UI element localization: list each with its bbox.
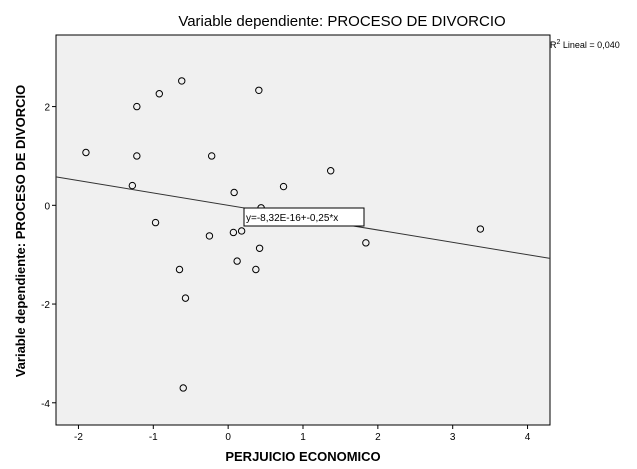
- data-point: [82, 148, 90, 157]
- data-point: [362, 239, 370, 247]
- data-point: [476, 225, 485, 233]
- data-point: [133, 102, 141, 111]
- data-point: [252, 265, 260, 274]
- y-tick-label: -2: [41, 300, 50, 311]
- data-point: [326, 167, 335, 175]
- data-point: [230, 188, 238, 197]
- x-tick-label: 1: [300, 432, 306, 443]
- r2-superscript: 2: [557, 39, 561, 46]
- data-point: [175, 265, 184, 274]
- x-axis-label: PERJUICIO ECONOMICO: [225, 449, 380, 464]
- data-point: [233, 257, 241, 265]
- data-point: [229, 228, 238, 237]
- x-tick-label: 2: [375, 432, 381, 443]
- data-point: [151, 218, 160, 227]
- equation-box: y=-8,32E-16+-0,25*x: [243, 207, 365, 227]
- equation-label: y=-8,32E-16+-0,25*x: [246, 213, 338, 224]
- data-points: [82, 77, 485, 392]
- x-tick-label: 0: [225, 432, 231, 443]
- data-point: [179, 384, 187, 392]
- data-point: [237, 227, 246, 235]
- data-point: [128, 181, 137, 190]
- data-point: [178, 77, 186, 85]
- r2-prefix: R: [550, 40, 557, 50]
- x-tick-label: 4: [525, 432, 531, 443]
- data-point: [133, 152, 141, 160]
- data-point: [207, 152, 216, 160]
- data-point: [279, 182, 288, 191]
- chart-title: Variable dependiente: PROCESO DE DIVORCI…: [178, 13, 505, 30]
- y-tick-label: 2: [44, 103, 50, 114]
- r2-label: R2 Lineal = 0,040: [550, 39, 620, 50]
- y-axis-label: Variable dependiente: PROCESO DE DIVORCI…: [13, 85, 28, 378]
- data-point: [255, 86, 263, 94]
- data-point: [181, 294, 190, 302]
- data-point: [155, 90, 163, 98]
- y-tick-label: 0: [44, 201, 50, 212]
- x-tick-label: -1: [149, 432, 158, 443]
- x-tick-label: 3: [450, 432, 456, 443]
- x-axis-ticks: -2 -1 0 1 2 3 4: [74, 425, 531, 443]
- y-tick-label: -4: [41, 399, 50, 410]
- data-point: [255, 244, 264, 252]
- data-point: [205, 232, 214, 240]
- x-tick-label: -2: [74, 432, 83, 443]
- y-axis-ticks: -4 -2 0 2: [41, 103, 56, 410]
- plot-area: [55, 34, 551, 426]
- r2-value: Lineal = 0,040: [560, 40, 619, 50]
